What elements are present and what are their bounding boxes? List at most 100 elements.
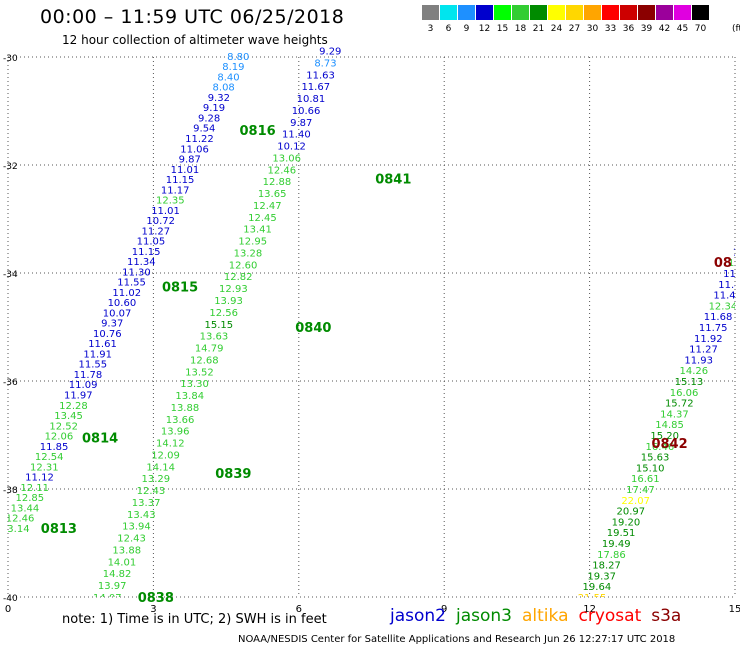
x-tick-label: 3 bbox=[150, 604, 156, 615]
data-label: 11.45 bbox=[718, 280, 740, 291]
data-label: 21.55 bbox=[578, 593, 607, 604]
data-points: 13.1412.4613.4412.8512.1111.1212.3112.54… bbox=[1, 0, 740, 604]
data-label: 11.12 bbox=[25, 473, 54, 484]
data-label: 12.47 bbox=[253, 201, 282, 212]
data-label: 11.40 bbox=[282, 130, 311, 141]
data-label: 13.14 bbox=[1, 524, 30, 535]
data-label: 8.47 bbox=[334, 11, 356, 22]
data-label: 10.76 bbox=[93, 329, 122, 340]
y-tick-label: -40 bbox=[3, 594, 18, 604]
data-label: 12.93 bbox=[219, 284, 248, 295]
data-label: 13.29 bbox=[142, 474, 171, 485]
legend-swatch bbox=[656, 5, 673, 20]
data-label: 11.75 bbox=[699, 323, 728, 334]
legend-label: 70 bbox=[694, 24, 707, 34]
legend-swatch bbox=[422, 5, 439, 20]
data-label: 11.93 bbox=[684, 355, 713, 366]
y-tick-label: -32 bbox=[3, 162, 18, 172]
data-label: 14.07 bbox=[93, 593, 122, 604]
data-label: 10.72 bbox=[146, 216, 175, 227]
data-label: 13.43 bbox=[127, 510, 156, 521]
y-tick-label: -34 bbox=[3, 270, 18, 280]
footer-credit: NOAA/NESDIS Center for Satellite Applica… bbox=[238, 634, 676, 645]
data-label: 12.60 bbox=[229, 260, 258, 271]
legend-label: 42 bbox=[658, 24, 671, 34]
data-label: 9.87 bbox=[290, 118, 312, 129]
data-label: 8.40 bbox=[217, 72, 239, 83]
data-label: 14.26 bbox=[679, 366, 708, 377]
data-label: 15.10 bbox=[636, 463, 665, 474]
pass-label: 0813 bbox=[41, 522, 77, 537]
data-label: 12.45 bbox=[248, 213, 277, 224]
data-label: 8.08 bbox=[213, 83, 235, 94]
x-tick-label: 15 bbox=[729, 604, 740, 615]
data-label: 11.09 bbox=[69, 380, 98, 391]
data-label: 12.85 bbox=[15, 493, 44, 504]
legend-unit: (ft) bbox=[732, 24, 740, 34]
data-label: 11.22 bbox=[185, 134, 214, 145]
data-label: 11.55 bbox=[78, 360, 107, 371]
pass-label: 0839 bbox=[215, 467, 251, 482]
data-label: 11.27 bbox=[689, 345, 718, 356]
data-label: 19.37 bbox=[587, 571, 616, 582]
data-label: 15.20 bbox=[650, 431, 679, 442]
data-label: 12.46 bbox=[6, 514, 35, 525]
data-label: 14.85 bbox=[655, 420, 684, 431]
data-label: 13.06 bbox=[272, 153, 301, 164]
pass-label: 0816 bbox=[240, 124, 276, 139]
data-label: 11.97 bbox=[64, 391, 93, 402]
data-label: 9.32 bbox=[208, 93, 230, 104]
data-label: 12.43 bbox=[117, 534, 146, 545]
data-label: 12.80 bbox=[728, 258, 740, 269]
data-label: 19.49 bbox=[602, 539, 631, 550]
legend-swatch bbox=[494, 5, 511, 20]
legend-label: 21 bbox=[532, 24, 545, 34]
data-label: 14.37 bbox=[660, 409, 689, 420]
data-label: 13.66 bbox=[166, 415, 195, 426]
data-label: 17.86 bbox=[597, 550, 626, 561]
data-label: 12.56 bbox=[209, 308, 238, 319]
data-label: 8.66 bbox=[324, 35, 346, 46]
legend-label: 15 bbox=[496, 24, 509, 34]
chart-title: 00:00 – 11:59 UTC 06/25/2018 bbox=[40, 6, 345, 28]
data-label: 11.35 bbox=[723, 269, 740, 280]
legend-swatch bbox=[530, 5, 547, 20]
y-tick-label: -30 bbox=[3, 54, 18, 64]
data-label: 13.93 bbox=[214, 296, 243, 307]
data-label: 11.06 bbox=[180, 144, 209, 155]
data-label: 13.63 bbox=[200, 332, 229, 343]
data-label: 14.12 bbox=[156, 439, 185, 450]
data-label: 15.15 bbox=[205, 320, 234, 331]
data-label: 11.15 bbox=[166, 175, 195, 186]
data-label: 13.30 bbox=[180, 379, 209, 390]
y-tick-label: -36 bbox=[3, 378, 18, 388]
data-label: 11.27 bbox=[142, 226, 171, 237]
legend-swatch bbox=[620, 5, 637, 20]
data-label: 13.88 bbox=[171, 403, 200, 414]
footer-note: note: 1) Time is in UTC; 2) SWH is in fe… bbox=[62, 612, 327, 627]
data-label: 16.61 bbox=[631, 474, 660, 485]
data-label: 9.29 bbox=[319, 47, 341, 58]
legend-label: 36 bbox=[622, 24, 635, 34]
data-label: 11.92 bbox=[694, 334, 723, 345]
legend-label: 12 bbox=[478, 24, 491, 34]
legend-swatch bbox=[458, 5, 475, 20]
data-label: 14.14 bbox=[146, 462, 175, 473]
data-label: 10.81 bbox=[297, 94, 326, 105]
pass-label: 0842 bbox=[651, 437, 687, 452]
data-label: 16.06 bbox=[670, 388, 699, 399]
legend-swatch bbox=[584, 5, 601, 20]
satellite-legend: jason2 jason3 altika cryosat s3a bbox=[390, 606, 691, 626]
data-label: 15.63 bbox=[641, 453, 670, 464]
data-label: 19.51 bbox=[607, 528, 636, 539]
data-label: 8.80 bbox=[227, 52, 249, 63]
data-label: 9.55 bbox=[339, 0, 361, 10]
legend-label: 24 bbox=[550, 24, 563, 34]
legend-label: 3 bbox=[427, 24, 434, 34]
data-label: 11.85 bbox=[40, 442, 69, 453]
legend-label: 30 bbox=[586, 24, 599, 34]
legend-swatch bbox=[602, 5, 619, 20]
x-tick-label: 6 bbox=[296, 604, 302, 615]
x-tick-label: 0 bbox=[5, 604, 11, 615]
